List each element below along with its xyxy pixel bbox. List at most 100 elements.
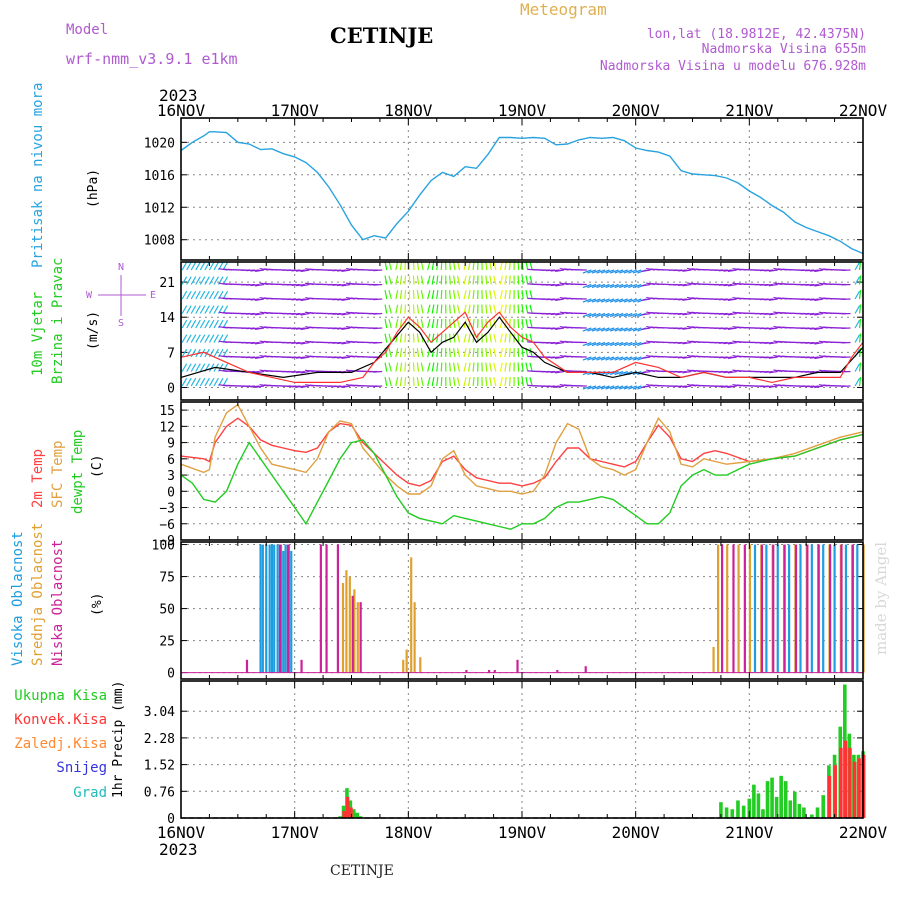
wind-arrow [300,312,310,316]
wind-arrow [463,275,467,285]
clouds-series-0-bar [776,544,779,673]
wind-arrow [609,327,619,332]
clouds-series-2-bar [840,544,843,673]
wind-arrow [805,370,815,373]
wind-arrow [388,377,392,387]
wind-arrow [814,298,824,302]
x-label-top: 19NOV [498,101,547,120]
wind-title-2: Brzina i Pravac [50,258,66,384]
wind-arrow [525,362,529,372]
wind-arrow [521,289,524,300]
wind-arrow [628,283,638,289]
wind-arrow [436,333,439,343]
wind-arrow [508,362,511,372]
wind-arrow [199,319,206,329]
x-label-bottom: 18NOV [384,823,433,842]
wind-arrow [555,269,565,272]
wind-arrow [254,341,265,345]
wind-arrow [186,276,192,285]
wind-arrow [336,341,346,345]
wind-arrow [550,269,560,272]
x-label-bottom: 21NOV [725,823,774,842]
wind-arrow [336,269,346,272]
wind-arrow [619,385,628,390]
wind-arrow [677,298,687,301]
chart-panels: 1008101210161020071421−9−6−3036912150255… [144,117,866,827]
wind-arrow [614,385,624,390]
legend-ukupna: Ukupna Kisa [14,688,107,704]
temperature-ytick-label: 15 [159,404,175,419]
wind-arrow [213,305,219,314]
wind-panel: 0 7 14 21 [159,260,864,401]
wind-arrow [456,304,461,314]
pressure-ylabel: (hPa) [86,169,101,208]
wind-arrow [623,370,633,376]
clouds-series-2-bar [721,544,724,673]
precip-series-1-bar [852,761,857,818]
clouds-series-0-bar [290,550,293,673]
precip-panel: 0 0.76 1.52 2.28 3.04 [144,680,866,827]
wind-arrow [555,327,565,330]
wind-arrow [416,362,420,372]
wind-arrow [399,290,403,300]
wind-arrow [181,348,188,358]
wind-arrow [555,370,565,374]
wind-arrow [768,327,778,330]
wind-arrow [489,275,492,285]
wind-arrow [384,304,388,314]
precip-series-1-bar [349,807,353,818]
wind-arrow [499,377,503,387]
wind-arrow [582,298,592,303]
clouds-series-1-bar [353,589,356,673]
wind-arrow [718,298,728,301]
precip-ytick-label: 2.28 [144,732,175,747]
precip-ytick-label: 3.04 [144,705,175,720]
wind-arrow [596,283,606,289]
pressure-side-title: Pritisak na nivou mora (hPa) [30,83,101,268]
wind-arrow [605,312,615,318]
wind-arrow [427,319,431,329]
wind-arrow [300,385,310,389]
wind-arrow-field [181,260,862,390]
wind-arrow [420,319,424,329]
wind-arrow [181,276,188,285]
cloud-low-title: Niska Oblacnost [50,540,66,666]
wind-arrow [404,304,407,314]
wind-arrow [723,385,733,388]
wind-arrow [682,283,692,287]
x-label-top: 17NOV [271,101,320,120]
wind-arrow [204,305,210,314]
sfctemp-title: SFC Temp [50,441,66,508]
wind-arrow [854,334,861,343]
wind-arrow [467,304,471,314]
wind-arrow [373,269,383,272]
clouds-series-2-bar [794,544,798,673]
clouds-series-2-bar [817,544,820,673]
wind-arrow [190,334,197,343]
wind-arrow [195,377,201,387]
wind-arrow [291,269,301,272]
wind-arrow [632,312,642,318]
clouds-series-0-bar [788,544,791,673]
wind-ytick-label: 21 [159,276,175,291]
wind-arrow [208,276,215,285]
precip-series-0-bar [736,800,740,818]
precip-series-0-bar [338,816,342,818]
wind-arrow [472,376,475,387]
wind-arrow [436,304,439,314]
wind-arrow [641,312,651,316]
wind-arrow [809,283,819,287]
wind-arrow [254,356,265,359]
wind-arrow [814,385,824,389]
wind-arrow [485,376,488,387]
wind-arrow [190,261,197,271]
wind-arrow [195,305,201,314]
clouds-series-0-bar [268,544,271,673]
wind-arrow [718,312,728,315]
clouds-series-2-bar [245,659,249,673]
wind-arrow [555,385,565,388]
wind-arrow [550,356,560,359]
wind-arrow [485,275,488,285]
wind-arrow [525,290,529,300]
clouds-series-1-bar [348,576,351,673]
